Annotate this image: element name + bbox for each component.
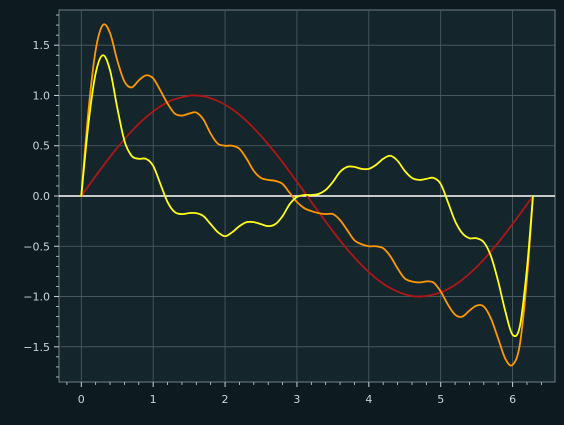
axis-layer: 0 1 2 3 4 5 6 −1.5 −1.0 −0.5 0.0 0.5 1.0 1.5 [23, 14, 542, 406]
x-tick-label: 2 [222, 393, 229, 406]
yellow-series-line [80, 54, 534, 338]
y-tick-label: −0.5 [23, 240, 50, 253]
x-tick-label: 1 [150, 393, 157, 406]
orange-series-line [80, 23, 534, 367]
y-tick-label: 1.0 [33, 89, 51, 102]
y-tick-label: 1.5 [33, 39, 51, 52]
x-tick-label: 6 [509, 393, 516, 406]
y-tick-label: −1.0 [23, 291, 50, 304]
x-tick-label: 0 [78, 393, 85, 406]
x-tick-label: 4 [365, 393, 372, 406]
x-tick-label: 5 [437, 393, 444, 406]
y-tick-label: 0.5 [33, 140, 51, 153]
x-tick-label: 3 [293, 393, 300, 406]
sine-series-line [80, 94, 534, 298]
y-tick-label: −1.5 [23, 341, 50, 354]
y-tick-label: 0.0 [33, 190, 51, 203]
series-layer [80, 23, 534, 367]
